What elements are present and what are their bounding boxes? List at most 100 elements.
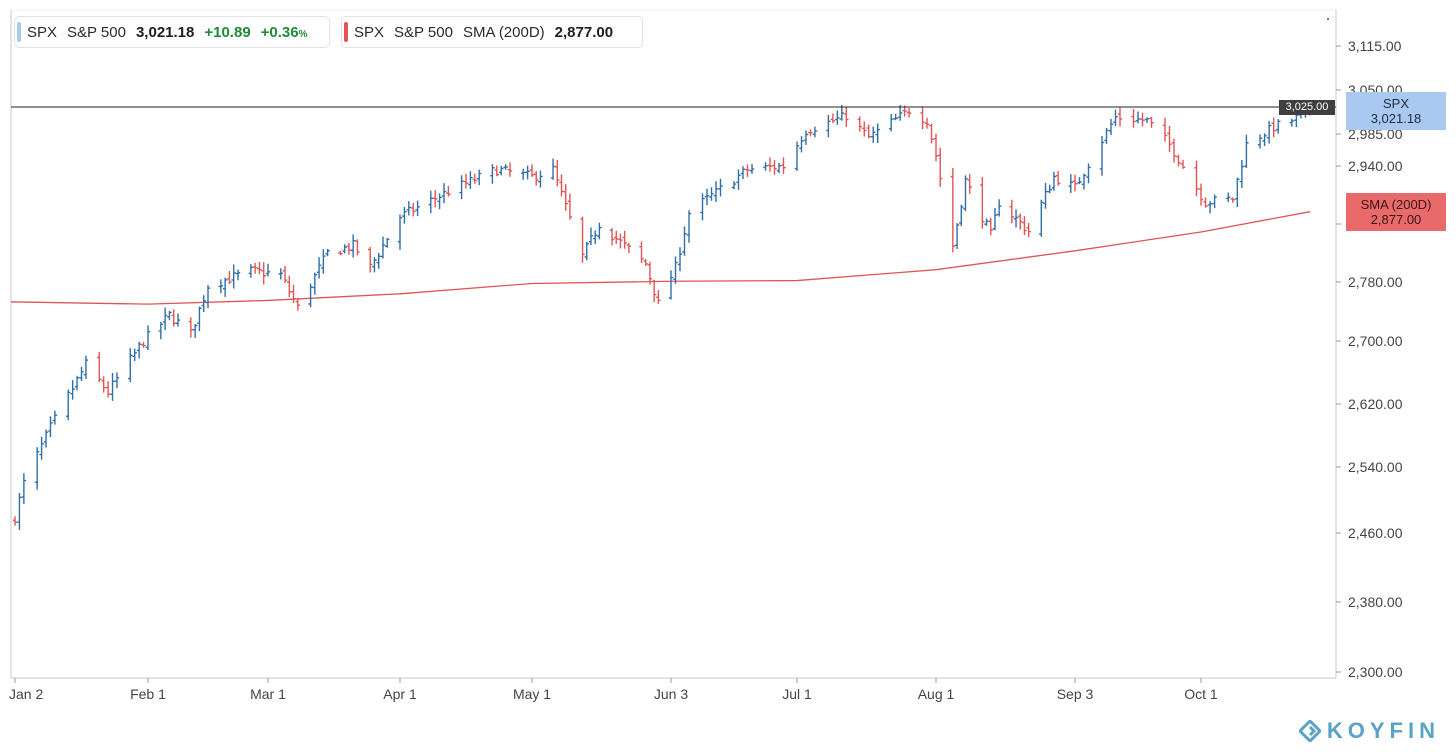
legend-sma-value: 2,877.00 <box>554 23 614 41</box>
spx-price-tag-value: 3,021.18 <box>1370 111 1422 126</box>
legend-spx-pct-sign: % <box>298 28 308 40</box>
ohlc-bar-down <box>1149 116 1154 128</box>
ohlc-bars <box>12 101 1313 530</box>
ohlc-bar-down <box>529 164 535 177</box>
ohlc-bar-down <box>1180 159 1186 169</box>
ohlc-bar-up <box>428 190 433 214</box>
legend-sma-name: S&P 500 <box>394 23 453 41</box>
ohlc-bar-up <box>192 324 198 338</box>
ohlc-bar-down <box>647 261 653 285</box>
ohlc-bar-up <box>265 263 271 277</box>
legend-spx-name: S&P 500 <box>67 23 126 41</box>
ohlc-bar-up <box>350 234 356 258</box>
ohlc-bar-up <box>1099 135 1105 176</box>
sma-price-tag-label: SMA (200D) <box>1360 197 1432 212</box>
ohlc-bar-down <box>988 217 993 236</box>
ohlc-bar-up <box>1081 173 1087 190</box>
ohlc-bar-up <box>1104 127 1109 144</box>
ohlc-bar-down <box>950 167 956 253</box>
ohlc-bar-down <box>1018 213 1023 230</box>
ohlc-bar-up <box>839 104 845 121</box>
ohlc-bar-down <box>1072 174 1078 192</box>
ohlc-bar-down <box>291 284 296 304</box>
ohlc-bar-up <box>1276 119 1281 134</box>
ohlc-bar-down <box>338 250 343 256</box>
ohlc-bar-down <box>534 171 539 186</box>
legend-spx-change-pct-group: +0.36% <box>261 24 308 41</box>
ohlc-bar-up <box>736 169 741 190</box>
ohlc-bar-up <box>584 241 589 261</box>
ohlc-bar-down <box>781 157 786 174</box>
ohlc-bar-up <box>158 321 164 340</box>
ohlc-bar-down <box>567 193 573 220</box>
ohlc-bar-down <box>745 164 750 177</box>
ohlc-bar-up <box>588 227 594 246</box>
ohlc-bar-up <box>380 236 386 259</box>
ohlc-bar-up <box>201 295 206 312</box>
ohlc-bar-up <box>888 113 894 132</box>
ohlc-bar-up <box>871 126 876 144</box>
y-tick-label: 2,460.00 <box>1348 525 1403 541</box>
ohlc-bar-down <box>171 309 176 327</box>
ohlc-bar-up <box>459 175 464 200</box>
ohlc-bar-up <box>83 355 89 379</box>
ohlc-bar-up <box>803 130 809 145</box>
ohlc-bar-up <box>897 104 903 121</box>
ohlc-bar-up <box>110 372 115 401</box>
ohlc-bar-up <box>677 247 683 272</box>
legend-sma[interactable]: SPX S&P 500 SMA (200D) 2,877.00 <box>341 16 643 48</box>
ohlc-bar-down <box>1167 125 1172 153</box>
y-tick-label: 2,300.00 <box>1348 664 1403 680</box>
ohlc-bar-up <box>718 178 723 197</box>
ohlc-bar-down <box>639 241 644 264</box>
ohlc-bar-up <box>132 348 137 361</box>
ohlc-bar-up <box>1262 133 1267 147</box>
ohlc-bar-up <box>402 207 407 224</box>
ohlc-bar-down <box>1230 197 1235 203</box>
ohlc-bar-down <box>261 262 266 285</box>
x-tick-label: Oct 1 <box>1184 686 1218 702</box>
ohlc-bar-down <box>472 173 477 184</box>
ohlc-bar-down <box>609 228 615 246</box>
ohlc-bar-up <box>499 165 504 176</box>
ohlc-bar-up <box>397 214 403 250</box>
sma-price-tag-value: 2,877.00 <box>1370 212 1422 227</box>
ohlc-bar-up <box>1047 184 1052 194</box>
ohlc-bar-up <box>205 285 211 309</box>
ohlc-bar-up <box>682 226 687 256</box>
x-tick-label: Feb 1 <box>130 686 166 702</box>
ohlc-bar-up <box>776 162 782 174</box>
ohlc-bar-up <box>321 249 326 274</box>
ohlc-bar-down <box>580 216 585 263</box>
ohlc-bar-down <box>808 129 813 137</box>
sma-layer <box>11 211 1311 305</box>
ohlc-bar-up <box>1077 177 1082 185</box>
ohlc-bar-up <box>66 389 71 421</box>
ohlc-bar-down <box>967 173 972 194</box>
ohlc-bar-up <box>1113 109 1118 127</box>
ohlc-bar-up <box>592 230 598 245</box>
ohlc-bar-down <box>141 341 146 348</box>
x-tick-label: Jan 2 <box>9 686 43 702</box>
ohlc-bar-up <box>673 256 678 284</box>
ohlc-bar-up <box>175 313 181 327</box>
ohlc-bar-down <box>494 165 499 177</box>
ohlc-bar-up <box>1043 182 1048 209</box>
ohlc-bar-up <box>538 170 543 188</box>
ohlc-bar-up <box>342 244 347 254</box>
ohlc-bar-down <box>282 265 288 283</box>
legend-spx[interactable]: SPX S&P 500 3,021.18 +10.89 +0.36% <box>14 16 330 48</box>
ohlc-bar-up <box>415 200 420 217</box>
ohlc-bar-up <box>1144 117 1150 123</box>
legend-spx-change-pct: +0.36 <box>260 23 299 41</box>
koyfin-logo: KOYFIN <box>1298 718 1440 744</box>
ohlc-bar-down <box>355 239 360 256</box>
y-tick-label: 2,985.00 <box>1348 126 1403 142</box>
ohlc-bar-up <box>1207 201 1213 214</box>
ohlc-bar-down <box>920 106 925 130</box>
ohlc-bar-down <box>938 147 943 187</box>
ohlc-bar-down <box>1009 199 1015 224</box>
ohlc-bar-down <box>433 189 438 208</box>
ohlc-bar-down <box>830 113 836 123</box>
